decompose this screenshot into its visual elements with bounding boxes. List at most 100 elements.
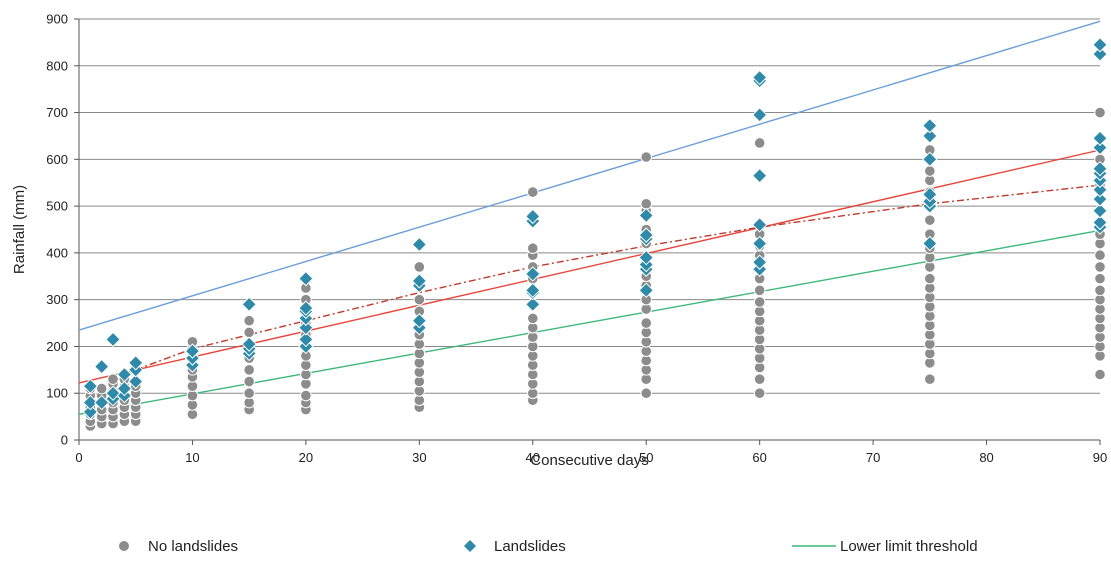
axes: 0 100 200 300 400 500 600 700 800 900 0 10 20 30 40 50 6…: [46, 12, 1107, 466]
landslide-point: [922, 117, 938, 134]
landslide-point: [525, 208, 541, 225]
landslide-point: [525, 266, 541, 282]
legend-label: No landslides: [148, 538, 238, 555]
landslide-point: [751, 107, 768, 123]
no-landslide-point: [640, 317, 653, 329]
no-landslide-point: [1094, 261, 1106, 273]
landslide-point: [1092, 130, 1108, 146]
x-tick-label: 40: [526, 450, 540, 465]
landslide-point: [638, 249, 654, 266]
x-tick-label: 30: [412, 450, 426, 465]
landslide-point: [922, 235, 938, 252]
no-landslide-point: [924, 272, 936, 285]
threshold-lines: [78, 20, 1101, 415]
no-landslide-point: [1094, 284, 1106, 297]
landslide-point: [411, 313, 428, 329]
no-landslide-point: [640, 151, 653, 163]
landslide-point: [298, 270, 314, 287]
no-landslide-point: [753, 387, 766, 400]
landslide-point: [298, 320, 314, 336]
no-landslide-point: [924, 165, 936, 177]
no-landslide-point: [640, 197, 653, 210]
landslide-point: [1092, 46, 1108, 62]
landslide-point: [751, 217, 768, 233]
threshold-line-upper-limit-threshold: [78, 20, 1101, 331]
landslide-point: [1092, 203, 1108, 219]
legend-diamond-icon: [464, 540, 476, 552]
legend-item: Lower limit threshold: [792, 538, 978, 555]
no-landslide-point: [924, 373, 936, 385]
no-landslide-point: [640, 387, 653, 400]
x-tick-label: 80: [979, 450, 993, 465]
legend-circle-icon: [119, 541, 129, 551]
no-landslide-point: [243, 387, 255, 400]
no-landslide-point: [526, 312, 539, 325]
no-landslide-point: [753, 373, 766, 385]
landslide-point: [241, 296, 257, 313]
y-tick-label: 300: [46, 292, 68, 307]
landslide-point: [1092, 214, 1108, 231]
landslide-point: [82, 404, 99, 420]
threshold-line-lower-limit-threshold: [78, 229, 1101, 415]
no-landslide-point: [413, 261, 426, 273]
landslide-point: [922, 186, 938, 203]
landslide-point: [638, 282, 654, 299]
no-landslide-point: [526, 186, 539, 198]
y-tick-label: 700: [46, 105, 68, 120]
landslide-point: [184, 343, 201, 359]
landslide-point: [751, 254, 768, 270]
legend-item: Landslides: [464, 538, 566, 555]
landslide-point: [751, 167, 768, 184]
landslide-point: [105, 385, 121, 401]
no-landslide-point: [1094, 272, 1106, 285]
y-tick-label: 400: [46, 245, 68, 260]
landslide-point: [525, 296, 541, 313]
landslide-point: [638, 207, 654, 224]
grid-lines: [79, 18, 1100, 394]
landslide-point: [922, 151, 938, 168]
y-axis-title: Rainfall (mm): [11, 185, 28, 274]
x-tick-label: 60: [752, 450, 766, 465]
landslide-point: [298, 300, 314, 316]
landslide-point: [411, 236, 428, 253]
landslide-point: [411, 273, 428, 289]
landslide-point: [128, 373, 144, 390]
no-landslide-point: [413, 293, 426, 306]
landslide-point: [1092, 182, 1108, 198]
landslide-point: [82, 394, 99, 411]
x-tick-label: 0: [75, 450, 82, 465]
landslide-point: [751, 69, 768, 86]
landslide-point: [93, 358, 110, 375]
landslide-point: [298, 331, 314, 348]
landslide-point: [241, 336, 257, 352]
landslide-point: [1092, 160, 1108, 177]
landslide-point: [1092, 37, 1108, 53]
landslide-point: [751, 235, 768, 252]
landslide-point: [922, 128, 938, 144]
no-landslide-point: [1094, 106, 1106, 119]
landslide-point: [128, 355, 144, 371]
no-landslide-point: [243, 364, 255, 376]
no-landslide-point: [1094, 368, 1106, 381]
no-landslide-point: [243, 326, 255, 339]
legend-item: No landslides: [119, 538, 238, 555]
no-landslide-point: [753, 137, 766, 149]
landslide-point: [105, 331, 121, 348]
legend-label: Lower limit threshold: [840, 538, 978, 555]
no-landslide-point: [753, 284, 766, 297]
no-landslide-point: [753, 296, 766, 308]
legend-label: Landslides: [494, 538, 566, 555]
x-tick-label: 50: [639, 450, 653, 465]
y-tick-label: 100: [46, 386, 68, 401]
no-landslide-point: [924, 214, 936, 226]
landslide-point: [116, 380, 133, 397]
y-tick-label: 600: [46, 152, 68, 167]
threshold-line-regression-threshold-linear: [78, 149, 1101, 384]
y-tick-label: 900: [46, 12, 68, 27]
legend: No landslides Landslides Lower limit thres…: [119, 538, 978, 570]
no-landslide-point: [300, 389, 312, 402]
threshold-line-regression-threshold-potential: [135, 184, 1101, 371]
no-landslide-point: [107, 373, 119, 385]
x-tick-label: 20: [299, 450, 313, 465]
